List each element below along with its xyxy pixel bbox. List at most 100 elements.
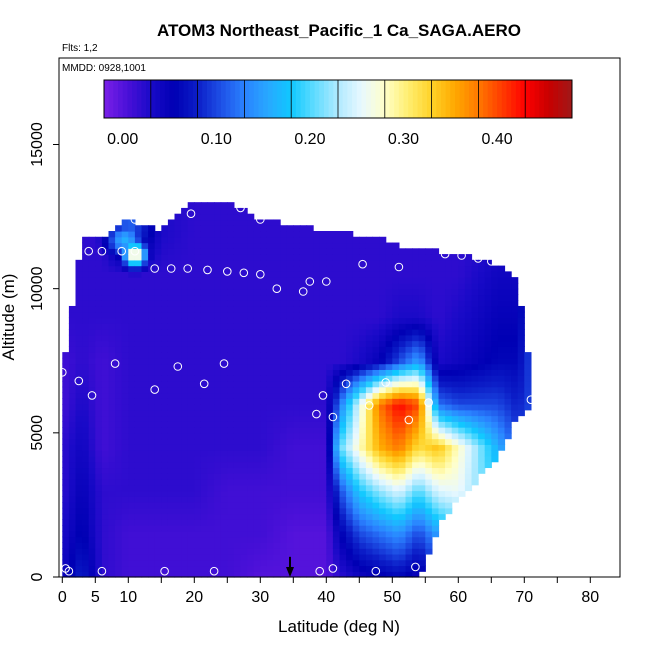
- field-cell: [134, 369, 143, 376]
- field-cell: [240, 455, 248, 463]
- field-cell: [286, 334, 294, 342]
- field-cell: [451, 369, 459, 376]
- field-cell: [392, 450, 400, 457]
- field-cell: [95, 548, 103, 555]
- field-cell: [220, 478, 228, 486]
- field-cell: [134, 507, 143, 515]
- field-cell: [478, 352, 486, 359]
- field-cell: [101, 236, 110, 244]
- field-cell: [280, 363, 288, 370]
- field-cell: [313, 432, 321, 440]
- field-cell: [154, 519, 162, 526]
- field-cell: [108, 455, 116, 463]
- field-cell: [115, 404, 123, 411]
- field-cell: [141, 467, 149, 474]
- field-cell: [313, 265, 321, 272]
- field-cell: [82, 242, 90, 249]
- colorbar-swatch: [263, 80, 269, 118]
- field-cell: [392, 565, 400, 572]
- field-cell: [88, 513, 96, 520]
- field-cell: [398, 386, 407, 394]
- field-cell: [372, 530, 380, 538]
- field-cell: [379, 323, 387, 330]
- field-cell: [299, 542, 308, 549]
- field-cell: [359, 461, 367, 469]
- field-cell: [352, 369, 360, 376]
- field-cell: [247, 323, 255, 330]
- field-cell: [121, 507, 129, 515]
- field-cell: [346, 254, 354, 261]
- field-cell: [207, 392, 215, 399]
- field-cell: [187, 427, 195, 434]
- field-cell: [405, 548, 413, 555]
- field-cell: [504, 311, 512, 319]
- field-cell: [491, 380, 499, 388]
- field-cell: [326, 288, 334, 296]
- field-cell: [148, 323, 156, 330]
- field-cell: [385, 548, 393, 555]
- field-cell: [326, 259, 334, 267]
- field-cell: [471, 288, 479, 296]
- field-cell: [332, 317, 341, 324]
- field-cell: [75, 490, 83, 497]
- field-cell: [372, 392, 380, 399]
- field-cell: [214, 392, 222, 399]
- field-cell: [464, 294, 473, 301]
- field-cell: [68, 502, 77, 509]
- field-cell: [82, 357, 90, 365]
- field-cell: [134, 259, 143, 267]
- field-cell: [128, 467, 136, 474]
- field-cell: [128, 530, 136, 538]
- field-cell: [405, 513, 413, 520]
- field-cell: [88, 444, 96, 451]
- field-cell: [148, 346, 156, 353]
- field-cell: [253, 294, 261, 301]
- field-cell: [214, 346, 222, 353]
- field-cell: [352, 490, 360, 497]
- field-cell: [379, 242, 387, 249]
- field-cell: [194, 329, 202, 336]
- field-cell: [385, 571, 393, 578]
- field-cell: [233, 478, 242, 486]
- field-cell: [306, 323, 314, 330]
- field-cell: [313, 415, 321, 422]
- field-cell: [319, 236, 327, 244]
- field-cell: [359, 288, 367, 296]
- field-cell: [134, 421, 143, 428]
- field-cell: [445, 484, 453, 492]
- field-cell: [233, 369, 242, 376]
- field-cell: [253, 530, 261, 538]
- field-cell: [372, 536, 380, 543]
- field-cell: [398, 254, 407, 261]
- field-cell: [385, 565, 393, 572]
- field-cell: [491, 455, 499, 463]
- y-tick-label: 10000: [29, 266, 46, 311]
- field-cell: [280, 427, 288, 434]
- field-cell: [438, 415, 446, 422]
- field-cell: [88, 363, 96, 370]
- field-cell: [207, 409, 215, 417]
- field-cell: [458, 473, 466, 480]
- field-cell: [101, 288, 110, 296]
- field-cell: [187, 461, 195, 469]
- flight-point: [236, 203, 245, 213]
- field-cell: [227, 530, 235, 538]
- field-cell: [247, 248, 255, 255]
- field-cell: [141, 565, 149, 572]
- field-cell: [187, 525, 195, 532]
- field-cell: [352, 380, 360, 388]
- field-cell: [214, 357, 222, 365]
- field-cell: [200, 352, 209, 359]
- field-cell: [134, 455, 143, 463]
- field-cell: [260, 225, 268, 232]
- field-cell: [247, 455, 255, 463]
- field-cell: [101, 565, 110, 572]
- field-cell: [299, 536, 308, 543]
- field-cell: [359, 525, 367, 532]
- field-cell: [293, 386, 301, 394]
- field-cell: [240, 548, 248, 555]
- field-cell: [511, 380, 519, 388]
- field-cell: [167, 305, 176, 313]
- field-cell: [346, 404, 354, 411]
